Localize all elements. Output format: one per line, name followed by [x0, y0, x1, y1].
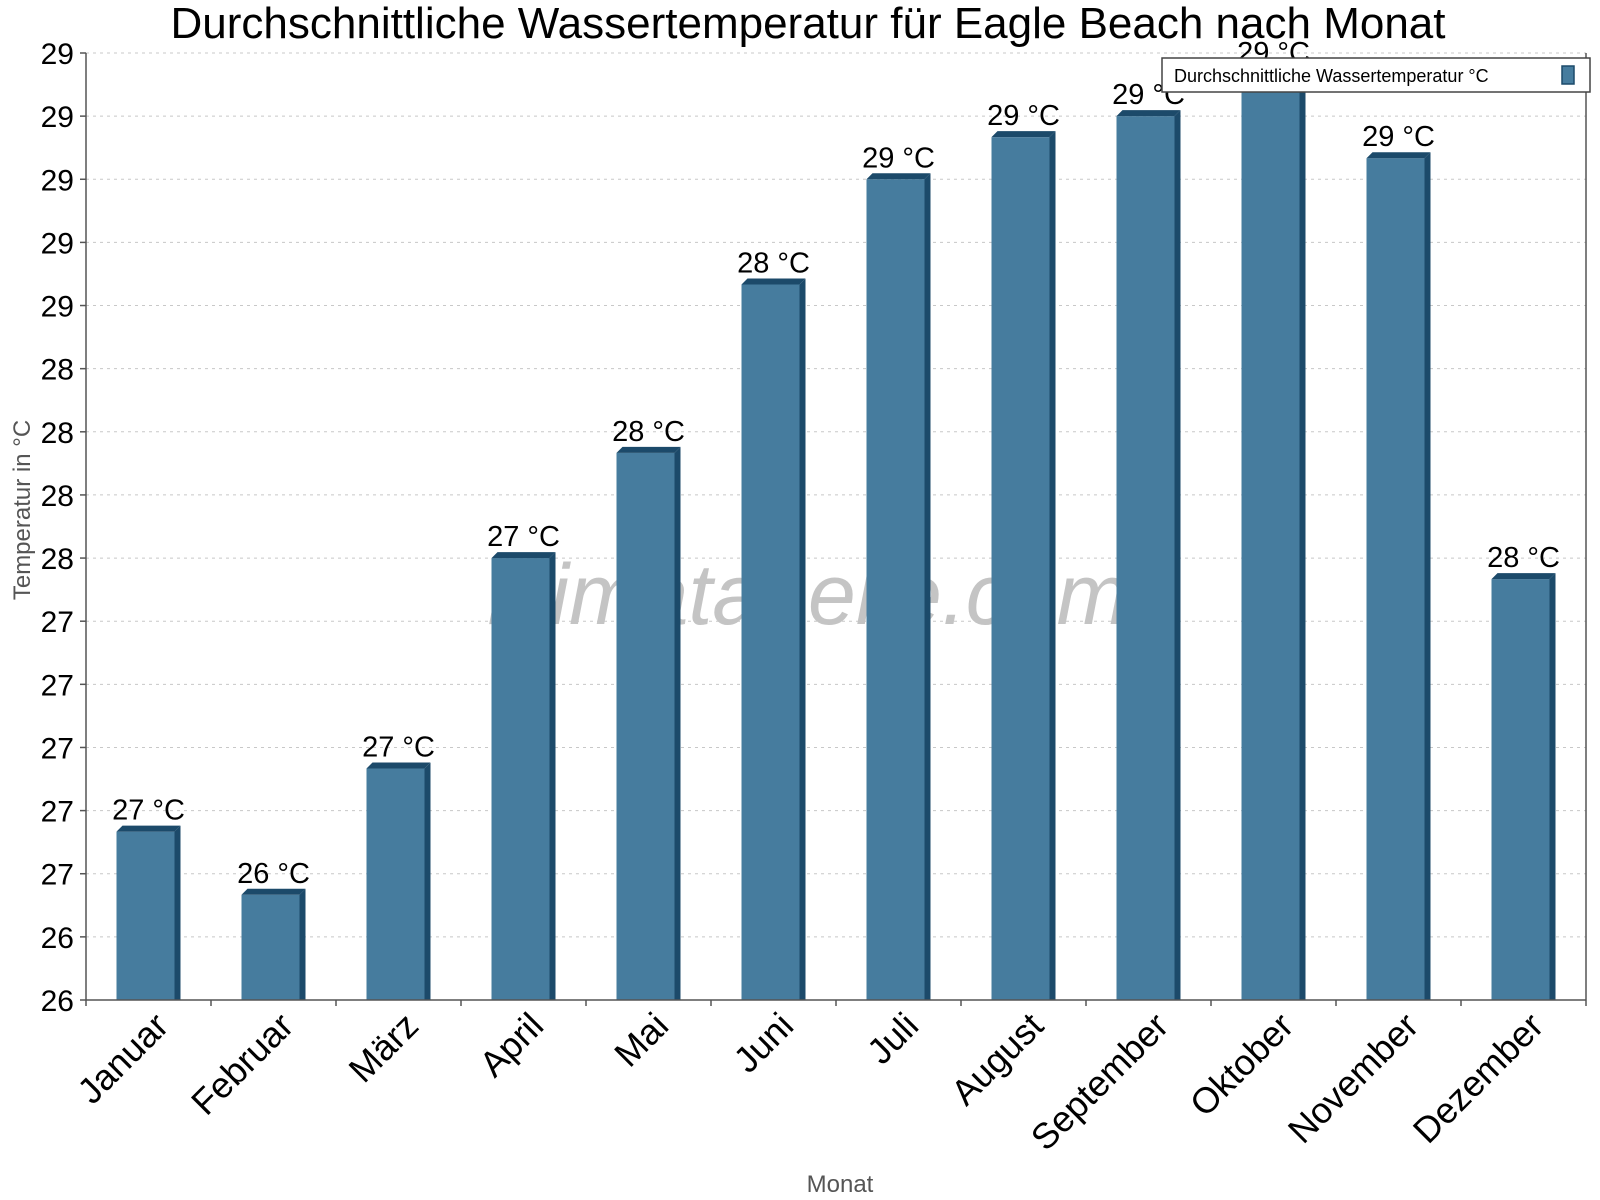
bar-side	[424, 762, 431, 1000]
bar-value-label: 26 °C	[237, 858, 310, 890]
legend-box	[1161, 57, 1591, 93]
y-tick-label: 29	[41, 38, 74, 71]
bar-side	[1299, 68, 1306, 1001]
grid-lines	[86, 52, 1586, 938]
bar-side	[1549, 573, 1556, 1000]
y-tick-label: 26	[41, 922, 74, 955]
bar	[1366, 152, 1431, 1000]
bar-value-label: 29 °C	[1362, 121, 1435, 153]
bar	[1241, 68, 1306, 1001]
y-tick-labels: 26 26 27 27 27 27 27 28 28 28 28 29 29 29 29 29	[41, 38, 74, 1018]
x-tick-label: November	[1280, 1005, 1426, 1151]
x-tick-label: August	[943, 1005, 1051, 1113]
bar-front	[616, 452, 675, 1000]
bar	[366, 762, 431, 1000]
bar-value-label: 29 °C	[862, 142, 935, 174]
bar	[741, 278, 806, 1000]
bar-top	[616, 446, 681, 453]
y-tick-label: 28	[41, 417, 74, 450]
bar-top	[866, 173, 931, 180]
y-tick-label: 27	[41, 669, 74, 702]
y-tick-label: 29	[41, 227, 74, 260]
bar-top	[1116, 110, 1181, 117]
y-tick-label: 29	[41, 164, 74, 197]
bar-top	[991, 131, 1056, 138]
bar	[116, 825, 181, 1000]
bar-top	[241, 888, 306, 895]
y-tick-label: 29	[41, 291, 74, 324]
bar-value-label: 27 °C	[362, 732, 435, 764]
bar-front	[1366, 158, 1425, 1000]
bar-top	[366, 762, 431, 769]
y-tick-label: 26	[41, 985, 74, 1018]
x-tick-label: Januar	[69, 1005, 176, 1112]
y-tick-label: 27	[41, 796, 74, 829]
x-tick-label: Dezember	[1405, 1005, 1551, 1151]
bar-side	[1174, 110, 1181, 1001]
bar-front	[866, 179, 925, 1000]
legend-swatch	[1561, 65, 1575, 85]
bar	[1491, 573, 1556, 1000]
bar-front	[366, 768, 425, 1000]
bar-value-label: 28 °C	[612, 416, 685, 448]
x-tick-label: April	[471, 1005, 551, 1085]
bar-side	[1424, 152, 1431, 1000]
y-axis-title: Temperatur in °C	[9, 420, 36, 600]
bar	[491, 552, 556, 1000]
bar-top	[741, 278, 806, 285]
bar-front	[1241, 74, 1300, 1001]
bar-side	[1049, 131, 1056, 1000]
x-tick-label: Februar	[183, 1005, 301, 1123]
bar-top	[1491, 573, 1556, 580]
bar-side	[549, 552, 556, 1000]
x-tick-label: Oktober	[1182, 1005, 1302, 1125]
bars: 27 °C 26 °C 27 °C 27 °C 28 °C 28 °C 29 °C 29 °C…	[112, 37, 1560, 1001]
bar-front	[241, 894, 300, 1000]
bar-front	[991, 137, 1050, 1000]
bar-side	[174, 825, 181, 1000]
x-tick-label: März	[341, 1005, 427, 1091]
legend-label: Durchschnittliche Wassertemperatur °C	[1174, 66, 1489, 86]
bar-side	[299, 888, 306, 1000]
bar-side	[799, 278, 806, 1000]
y-tick-label: 28	[41, 543, 74, 576]
y-tick-label: 29	[41, 101, 74, 134]
bar-side	[674, 446, 681, 1000]
bar-value-label: 27 °C	[487, 521, 560, 553]
y-tick-label: 27	[41, 606, 74, 639]
x-tick-labels: Januar Februar März April Mai Juni Juli AugustS…	[69, 1005, 1551, 1159]
axes	[80, 52, 1587, 1006]
bar-front	[116, 831, 175, 1000]
bar	[991, 131, 1056, 1000]
bar	[616, 446, 681, 1000]
y-tick-label: 27	[41, 732, 74, 765]
bar-front	[1491, 579, 1550, 1000]
bar-value-label: 28 °C	[1487, 542, 1560, 574]
bar-value-label: 27 °C	[112, 795, 185, 827]
y-tick-label: 28	[41, 354, 74, 387]
bar-front	[741, 284, 800, 1000]
bar	[1116, 110, 1181, 1001]
bar-value-label: 29 °C	[987, 100, 1060, 132]
chart-title: Durchschnittliche Wassertemperatur für E…	[171, 0, 1446, 48]
x-tick-label: September	[1023, 1005, 1177, 1159]
bar	[866, 173, 931, 1000]
bar-top	[491, 552, 556, 559]
bar-top	[1366, 152, 1431, 159]
bar-front	[1116, 116, 1175, 1001]
x-tick-label: Juli	[859, 1005, 926, 1072]
bar-top	[116, 825, 181, 832]
x-tick-label: Mai	[606, 1005, 676, 1075]
y-tick-label: 28	[41, 480, 74, 513]
bar-front	[491, 558, 550, 1000]
x-tick-label: Juni	[725, 1005, 801, 1081]
x-axis-title: Monat	[807, 1171, 874, 1198]
y-tick-label: 27	[41, 859, 74, 892]
legend: Durchschnittliche Wassertemperatur °C	[1161, 57, 1591, 93]
bar-side	[924, 173, 931, 1000]
bar	[241, 888, 306, 1000]
bar-value-label: 28 °C	[737, 247, 810, 279]
